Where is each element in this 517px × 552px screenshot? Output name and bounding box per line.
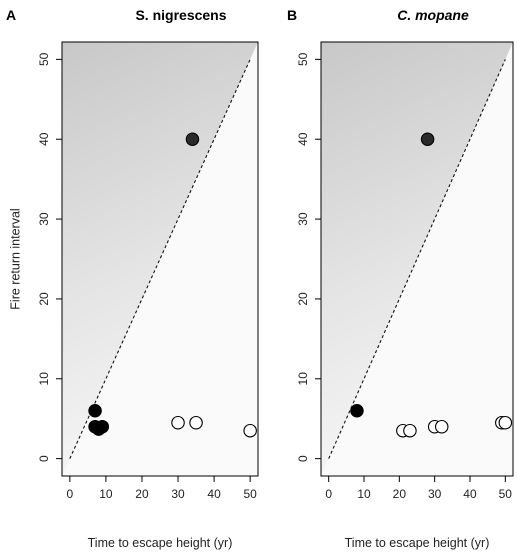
data-point [171,415,185,430]
plot-frame [61,41,259,477]
y-tick-label: 10 [296,372,310,386]
x-tick-label: 50 [499,487,513,501]
y-tick-label: 10 [37,372,51,386]
data-point [189,415,203,430]
plot-frame [320,41,514,477]
y-axis-title: Fire return interval [8,208,22,309]
panel-title: C. mopane [397,7,469,23]
x-tick-label: 50 [243,487,257,501]
data-point [185,132,200,146]
panel-a: 0 10 20 30 40 50 0 10 20 30 40 50 Time to escape hei… [6,7,259,550]
x-tick-label: 0 [66,487,73,501]
panel-letter: A [6,7,16,23]
y-tick-label: 20 [296,292,310,306]
x-axis-title: Time to escape height (yr) [88,536,233,550]
data-point [434,419,449,434]
reference-line [328,59,506,459]
x-tick-label: 40 [463,487,477,501]
y-tick-label: 20 [37,292,51,306]
data-point [95,419,110,434]
y-tick-label: 40 [296,132,310,146]
panel-b: 0 10 20 30 40 50 0 10 20 30 40 50 Time to escape hei… [287,7,514,550]
y-tick-label: 50 [296,52,310,66]
x-axis-title: Time to escape height (yr) [345,536,490,550]
x-tick-label: 0 [325,487,332,501]
x-tick-label: 40 [207,487,221,501]
y-tick-label: 30 [37,212,51,226]
reference-line [69,59,251,459]
y-tick-label: 40 [37,132,51,146]
x-tick-label: 10 [357,487,371,501]
y-tick-label: 0 [37,455,51,462]
data-point [350,403,364,418]
y-tick-label: 0 [296,455,310,462]
x-tick-label: 20 [135,487,149,501]
x-tick-label: 20 [393,487,407,501]
data-point [403,423,417,438]
y-tick-label: 50 [37,52,51,66]
panel-letter: B [287,7,297,23]
panel-title: S. nigrescens [135,7,226,23]
x-tick-label: 30 [428,487,442,501]
x-tick-label: 30 [171,487,185,501]
data-point [243,423,257,438]
x-tick-label: 10 [99,487,113,501]
data-point [420,132,435,146]
y-tick-label: 30 [296,212,310,226]
data-point [498,415,513,430]
data-point [88,403,102,418]
